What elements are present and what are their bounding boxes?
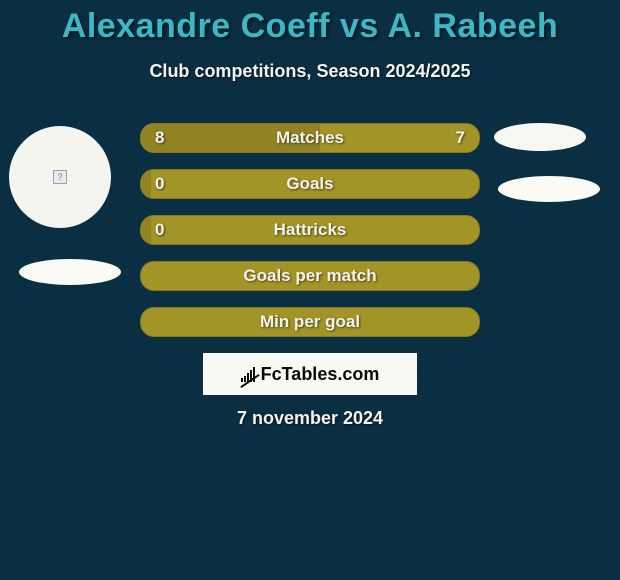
stat-bar-fill bbox=[141, 170, 151, 198]
player2-photo bbox=[494, 123, 586, 151]
player2-shadow bbox=[498, 176, 600, 202]
stat-bar-row: Min per goal bbox=[140, 307, 480, 337]
stat-label: Hattricks bbox=[274, 220, 347, 240]
stat-bar-row: 0 Goals bbox=[140, 169, 480, 199]
stat-bar-fill bbox=[141, 216, 151, 244]
stat-label: Goals per match bbox=[243, 266, 376, 286]
stat-left-value: 0 bbox=[155, 174, 164, 194]
stat-left-value: 8 bbox=[155, 128, 164, 148]
stat-right-value: 7 bbox=[456, 128, 465, 148]
brand-text: FcTables.com bbox=[261, 364, 380, 385]
stat-label: Goals bbox=[286, 174, 333, 194]
stat-label: Matches bbox=[276, 128, 344, 148]
player1-shadow bbox=[19, 259, 121, 285]
stat-bar-row: 8 Matches 7 bbox=[140, 123, 480, 153]
stat-bar-row: Goals per match bbox=[140, 261, 480, 291]
player1-photo: ? bbox=[9, 126, 111, 228]
player1-name: Alexandre Coeff bbox=[62, 7, 330, 45]
player2-name: A. Rabeeh bbox=[387, 7, 558, 45]
image-placeholder-icon: ? bbox=[53, 170, 67, 184]
context-subtitle: Club competitions, Season 2024/2025 bbox=[0, 61, 620, 82]
stat-label: Min per goal bbox=[260, 312, 360, 332]
vs-word: vs bbox=[340, 7, 379, 45]
comparison-title: Alexandre Coeff vs A. Rabeeh bbox=[0, 0, 620, 46]
stat-bar-row: 0 Hattricks bbox=[140, 215, 480, 245]
snapshot-date: 7 november 2024 bbox=[0, 408, 620, 429]
bar-chart-icon bbox=[241, 366, 255, 382]
stat-bars: 8 Matches 7 0 Goals 0 Hattricks Goals per match… bbox=[140, 123, 480, 353]
fctables-watermark: FcTables.com bbox=[203, 353, 417, 395]
stat-left-value: 0 bbox=[155, 220, 164, 240]
